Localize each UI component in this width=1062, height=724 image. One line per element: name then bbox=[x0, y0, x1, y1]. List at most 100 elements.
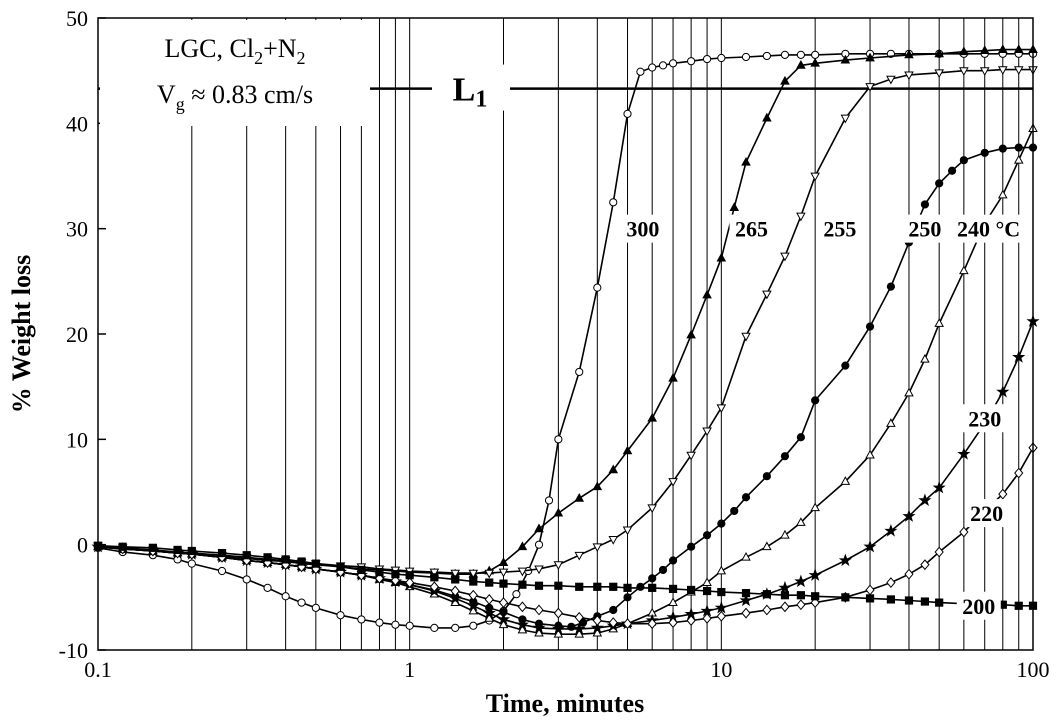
series-label-bg-300 bbox=[620, 214, 665, 243]
data-point bbox=[553, 561, 564, 571]
data-point bbox=[687, 57, 696, 66]
data-point bbox=[658, 565, 668, 575]
data-point bbox=[623, 593, 632, 602]
data-point bbox=[780, 50, 790, 59]
data-point bbox=[242, 551, 251, 560]
data-point bbox=[336, 562, 345, 571]
series-label-bg-255 bbox=[817, 214, 862, 243]
plot-area-frame bbox=[97, 17, 1034, 651]
data-point bbox=[934, 48, 944, 58]
data-point bbox=[687, 542, 696, 551]
y-tick-label: -10 bbox=[59, 638, 88, 663]
data-point bbox=[469, 621, 478, 630]
data-point bbox=[668, 59, 678, 68]
data-point bbox=[998, 488, 1008, 500]
data-point bbox=[297, 598, 306, 607]
data-point bbox=[796, 212, 806, 222]
data-point bbox=[902, 509, 916, 522]
data-point bbox=[498, 619, 509, 629]
data-point bbox=[739, 593, 753, 607]
data-point bbox=[668, 597, 678, 606]
legend-line-2: Vg ≈ 0.83 cm/s bbox=[157, 80, 313, 114]
data-point bbox=[187, 546, 196, 556]
data-point bbox=[884, 524, 898, 537]
data-point bbox=[811, 592, 820, 601]
data-point bbox=[575, 367, 584, 377]
data-point bbox=[608, 464, 619, 474]
data-point bbox=[636, 67, 645, 76]
data-point bbox=[811, 50, 820, 59]
data-point bbox=[551, 622, 565, 635]
data-point bbox=[1012, 350, 1026, 363]
data-point bbox=[405, 571, 414, 580]
data-point bbox=[904, 387, 914, 397]
data-point bbox=[485, 578, 494, 587]
data-point bbox=[647, 618, 657, 630]
data-point bbox=[934, 69, 944, 79]
data-point bbox=[311, 603, 320, 612]
series-label-bg-240C bbox=[948, 214, 1029, 243]
data-point bbox=[593, 283, 602, 292]
data-point bbox=[997, 44, 1008, 53]
data-point bbox=[1013, 66, 1024, 75]
data-point bbox=[118, 542, 127, 551]
data-point bbox=[716, 565, 727, 575]
data-point bbox=[762, 541, 772, 551]
data-point bbox=[534, 581, 544, 590]
data-point bbox=[979, 67, 990, 77]
data-point bbox=[405, 577, 415, 589]
data-point bbox=[242, 575, 251, 584]
data-point bbox=[553, 628, 564, 638]
data-point bbox=[741, 589, 751, 598]
series-label-bg-250 bbox=[902, 214, 947, 243]
series-label-250: 250 bbox=[908, 217, 941, 242]
data-point bbox=[1013, 154, 1024, 164]
data-point bbox=[980, 148, 989, 157]
data-point bbox=[717, 53, 726, 63]
data-point bbox=[920, 353, 930, 363]
data-point bbox=[932, 480, 946, 494]
data-point bbox=[517, 601, 528, 613]
data-point bbox=[920, 559, 930, 571]
data-point bbox=[918, 493, 932, 507]
data-point bbox=[374, 572, 385, 584]
data-point bbox=[904, 568, 914, 580]
data-point bbox=[357, 565, 366, 575]
data-point bbox=[430, 623, 439, 632]
data-point bbox=[702, 586, 712, 596]
series-label-230: 230 bbox=[968, 406, 1001, 431]
data-point bbox=[810, 57, 820, 67]
data-point bbox=[608, 536, 619, 545]
data-point bbox=[518, 580, 527, 589]
data-point bbox=[778, 580, 792, 594]
data-point bbox=[590, 620, 604, 634]
data-point bbox=[297, 557, 306, 566]
data-point bbox=[780, 601, 790, 613]
series-labels: 300 265 255 250 240 °C 230 220 200 bbox=[620, 214, 1029, 620]
data-point bbox=[553, 607, 563, 619]
data-point bbox=[762, 51, 771, 61]
data-point bbox=[593, 582, 602, 591]
data-point bbox=[263, 553, 272, 562]
x-tick-label: 100 bbox=[1017, 657, 1050, 682]
y-axis-label: % Weight loss bbox=[7, 255, 36, 413]
data-point bbox=[554, 581, 563, 590]
x-tick-label: 10 bbox=[710, 657, 732, 682]
data-point bbox=[702, 289, 712, 299]
data-point bbox=[780, 591, 790, 600]
data-point bbox=[686, 615, 696, 626]
data-point bbox=[648, 63, 657, 72]
data-point bbox=[554, 435, 563, 444]
data-point bbox=[622, 445, 633, 455]
series-label-bg-220 bbox=[964, 499, 1009, 528]
data-point bbox=[484, 613, 495, 622]
data-point bbox=[498, 597, 509, 609]
data-point bbox=[741, 52, 751, 62]
data-point bbox=[904, 71, 914, 81]
data-point bbox=[717, 587, 726, 597]
data-point bbox=[796, 591, 805, 600]
data-point bbox=[886, 577, 896, 589]
data-point bbox=[1014, 601, 1023, 610]
data-point bbox=[762, 604, 772, 616]
data-point bbox=[553, 507, 564, 517]
